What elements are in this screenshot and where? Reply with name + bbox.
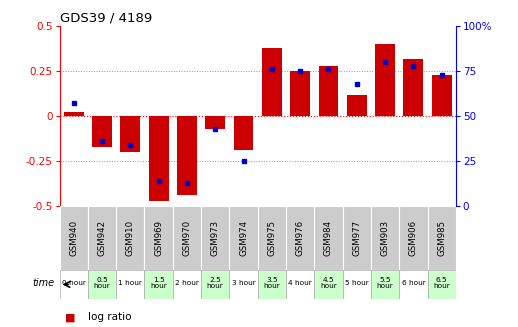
Text: 3 hour: 3 hour xyxy=(232,280,255,286)
Bar xyxy=(427,206,456,270)
Bar xyxy=(258,270,286,299)
Text: 4 hour: 4 hour xyxy=(289,280,312,286)
Bar xyxy=(262,48,282,116)
Text: GSM903: GSM903 xyxy=(381,220,390,256)
Text: GSM984: GSM984 xyxy=(324,220,333,256)
Bar xyxy=(347,95,367,116)
Bar xyxy=(92,116,112,146)
Text: GSM975: GSM975 xyxy=(267,220,277,256)
Bar xyxy=(432,75,452,116)
Text: time: time xyxy=(32,278,54,288)
Bar xyxy=(173,206,201,270)
Bar xyxy=(427,270,456,299)
Text: GDS39 / 4189: GDS39 / 4189 xyxy=(60,12,152,25)
Text: GSM910: GSM910 xyxy=(126,220,135,256)
Text: ■: ■ xyxy=(65,312,75,322)
Text: GSM906: GSM906 xyxy=(409,220,418,256)
Text: GSM974: GSM974 xyxy=(239,220,248,256)
Bar xyxy=(64,112,83,116)
Bar xyxy=(201,270,229,299)
Bar xyxy=(205,116,225,129)
Bar xyxy=(258,206,286,270)
Text: log ratio: log ratio xyxy=(88,312,132,322)
Text: 5 hour: 5 hour xyxy=(345,280,369,286)
Text: 0 hour: 0 hour xyxy=(62,280,85,286)
Text: GSM942: GSM942 xyxy=(97,220,107,256)
Bar xyxy=(342,270,371,299)
Text: GSM976: GSM976 xyxy=(296,220,305,256)
Bar xyxy=(60,270,88,299)
Text: GSM985: GSM985 xyxy=(437,220,446,256)
Bar xyxy=(145,206,173,270)
Bar xyxy=(60,206,88,270)
Bar xyxy=(399,270,427,299)
Bar xyxy=(399,206,427,270)
Bar xyxy=(375,44,395,116)
Bar xyxy=(88,270,116,299)
Text: GSM973: GSM973 xyxy=(211,220,220,256)
Bar xyxy=(290,71,310,116)
Text: GSM969: GSM969 xyxy=(154,220,163,256)
Text: GSM970: GSM970 xyxy=(182,220,192,256)
Text: 6 hour: 6 hour xyxy=(401,280,425,286)
Bar xyxy=(404,59,423,116)
Bar xyxy=(319,66,338,116)
Bar xyxy=(116,206,145,270)
Bar xyxy=(234,116,253,150)
Bar xyxy=(342,206,371,270)
Bar xyxy=(229,206,258,270)
Bar xyxy=(177,116,197,195)
Bar xyxy=(116,270,145,299)
Bar xyxy=(120,116,140,152)
Text: 4.5
hour: 4.5 hour xyxy=(320,277,337,289)
Text: 1 hour: 1 hour xyxy=(119,280,142,286)
Text: 6.5
hour: 6.5 hour xyxy=(434,277,450,289)
Bar xyxy=(229,270,258,299)
Bar xyxy=(173,270,201,299)
Bar xyxy=(314,270,342,299)
Bar xyxy=(286,270,314,299)
Bar xyxy=(88,206,116,270)
Text: 2.5
hour: 2.5 hour xyxy=(207,277,224,289)
Bar xyxy=(145,270,173,299)
Text: 2 hour: 2 hour xyxy=(175,280,199,286)
Bar xyxy=(149,116,168,200)
Bar xyxy=(286,206,314,270)
Text: 1.5
hour: 1.5 hour xyxy=(150,277,167,289)
Text: 5.5
hour: 5.5 hour xyxy=(377,277,394,289)
Bar xyxy=(371,270,399,299)
Text: GSM977: GSM977 xyxy=(352,220,361,256)
Bar xyxy=(201,206,229,270)
Text: 3.5
hour: 3.5 hour xyxy=(264,277,280,289)
Text: GSM940: GSM940 xyxy=(69,220,78,256)
Bar xyxy=(371,206,399,270)
Bar xyxy=(314,206,342,270)
Text: 0.5
hour: 0.5 hour xyxy=(94,277,110,289)
